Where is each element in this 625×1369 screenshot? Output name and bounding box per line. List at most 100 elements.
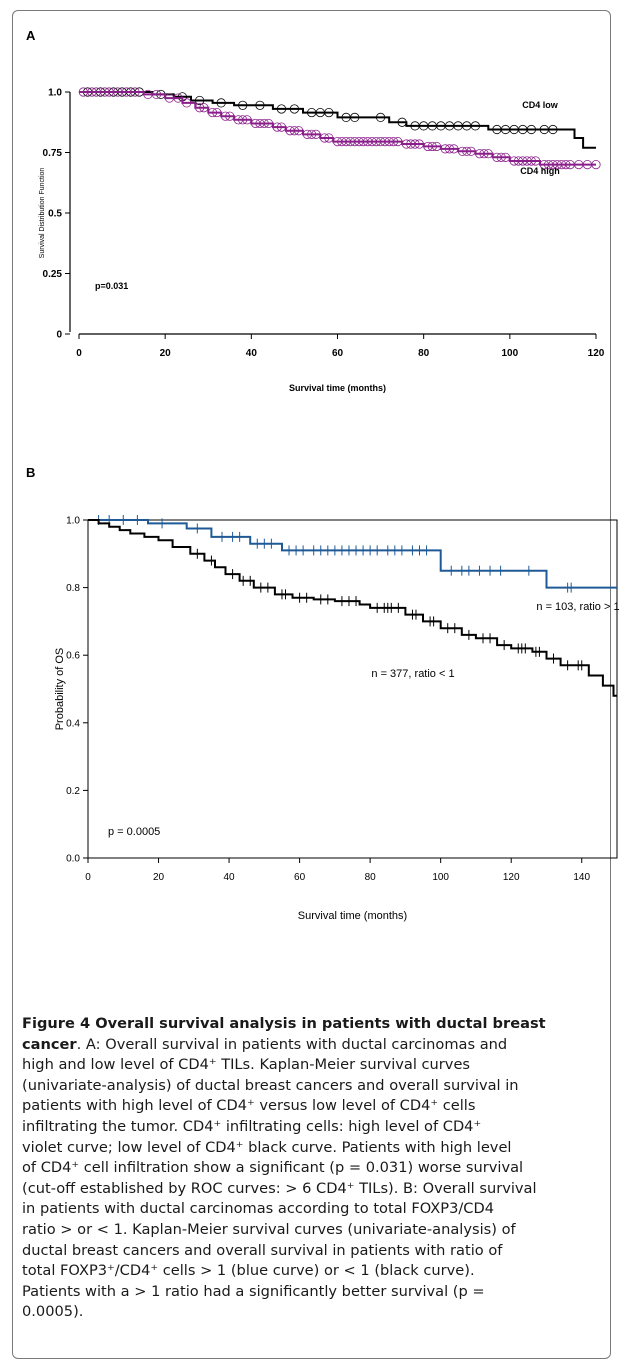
x-tick-label: 140 [573, 872, 590, 883]
censor-mark [173, 93, 183, 103]
censor-mark [410, 139, 420, 149]
y-tick-label: 0 [56, 330, 62, 341]
caption-line: patients with high level of CD4⁺ versus … [22, 1097, 476, 1115]
censor-mark [393, 137, 403, 147]
censor-mark [238, 100, 248, 110]
censor-mark [242, 115, 252, 125]
censor-mark [375, 112, 386, 123]
censor-mark [319, 133, 330, 143]
y-tick-label: 0.6 [66, 651, 80, 662]
x-tick-label: 100 [432, 872, 449, 883]
censor-mark [87, 87, 97, 97]
censor-mark [182, 98, 192, 108]
censor-mark [100, 87, 110, 97]
x-tick-label: 40 [246, 348, 258, 359]
censor-mark [259, 118, 269, 129]
x-tick-label: 60 [294, 872, 306, 883]
caption-first-line: Figure 4 Overall survival analysis in pa… [22, 1014, 607, 1035]
caption-line: ductal breast cancers and overall surviv… [22, 1241, 503, 1259]
caption-line: violet curve; low level of CD4⁺ black cu… [22, 1138, 512, 1156]
survival-curve [88, 519, 617, 589]
censor-mark [388, 137, 399, 147]
censor-mark [449, 144, 459, 154]
panel-b-label: B [26, 465, 36, 480]
x-tick-label: 20 [160, 348, 172, 359]
caption-title: Figure 4 Overall survival analysis in pa… [22, 1015, 546, 1032]
caption-line: infiltrating the tumor. CD4⁺ infiltratin… [22, 1117, 482, 1135]
censor-mark [272, 122, 282, 132]
censor-mark [195, 103, 205, 113]
series-label: n = 377, ratio < 1 [371, 668, 454, 680]
x-tick-label: 60 [332, 348, 344, 359]
x-tick-label: 20 [153, 872, 165, 883]
x-tick-label: 0 [76, 348, 82, 359]
censor-mark [220, 111, 231, 121]
y-tick-label: 1.0 [48, 88, 62, 99]
caption-line: (cut-off established by ROC curves: > 6 … [22, 1179, 537, 1197]
censor-mark [350, 112, 360, 123]
x-tick-label: 40 [224, 872, 236, 883]
censor-mark [276, 122, 287, 132]
censor-mark [307, 129, 317, 139]
censor-mark [591, 160, 601, 170]
censor-mark [414, 139, 424, 149]
censor-mark [466, 146, 476, 156]
caption-line: of CD4⁺ cell infiltration show a signifi… [22, 1159, 524, 1177]
censor-mark [500, 152, 511, 162]
censor-mark [212, 107, 222, 118]
censor-mark [238, 115, 248, 125]
x-tick-label: 80 [418, 348, 430, 359]
caption-line: high and low level of CD4⁺ TILs. Kaplan-… [22, 1056, 471, 1074]
censor-mark [207, 107, 218, 118]
y-tick-label: 0.4 [66, 718, 80, 729]
censor-mark [397, 117, 407, 127]
plot-frame [87, 519, 618, 859]
series-label: CD4 high [520, 166, 560, 176]
censor-mark [324, 107, 334, 118]
panel-a-label: A [26, 28, 36, 43]
y-tick-label: 0.5 [48, 209, 62, 220]
y-axis-label: Probability of OS [54, 648, 66, 731]
x-tick-label: 80 [365, 872, 377, 883]
y-tick-label: 0.2 [66, 786, 80, 797]
censor-mark [444, 144, 455, 154]
y-tick-label: 0.8 [66, 583, 80, 594]
caption-body: cancer. A: Overall survival in patients … [22, 1035, 607, 1323]
censor-mark [294, 126, 304, 136]
censor-mark [324, 133, 334, 143]
censor-mark [526, 156, 536, 166]
y-tick-label: 0.0 [66, 854, 80, 865]
censor-mark [531, 156, 541, 166]
censor-mark [561, 160, 571, 170]
x-tick-label: 100 [501, 348, 518, 359]
y-tick-label: 0.25 [43, 269, 63, 280]
censor-mark [130, 87, 140, 97]
censor-mark [311, 129, 321, 139]
survival-curve [79, 91, 596, 149]
survival-curve [88, 519, 617, 697]
y-axis-label: Survival Distribution Function [39, 168, 46, 259]
censor-mark [225, 111, 235, 121]
censor-mark [462, 146, 472, 156]
censor-mark [216, 98, 226, 108]
y-tick-label: 0.75 [43, 148, 63, 159]
figure-frame [12, 10, 611, 1359]
censor-mark [263, 118, 274, 129]
series-label: n = 103, ratio > 1 [536, 601, 619, 613]
series-label: CD4 low [522, 100, 559, 110]
caption-line: 0.0005). [22, 1303, 84, 1321]
censor-mark [289, 126, 300, 136]
caption-line: in patients with ductal carcinomas accor… [22, 1200, 495, 1218]
censor-mark [479, 149, 489, 159]
x-tick-label: 0 [85, 872, 91, 883]
caption-line: ratio > or < 1. Kaplan-Meier survival cu… [22, 1220, 516, 1238]
p-value-annotation: p=0.031 [95, 281, 128, 291]
figure-caption: Figure 4 Overall survival analysis in pa… [22, 1014, 607, 1323]
x-tick-label: 120 [503, 872, 520, 883]
censor-mark [431, 141, 442, 152]
censor-mark [199, 103, 209, 113]
x-tick-label: 120 [588, 348, 605, 359]
caption-line: (univariate-analysis) of ductal breast c… [22, 1076, 519, 1094]
censor-mark [483, 149, 493, 159]
p-value-annotation: p = 0.0005 [108, 826, 160, 838]
